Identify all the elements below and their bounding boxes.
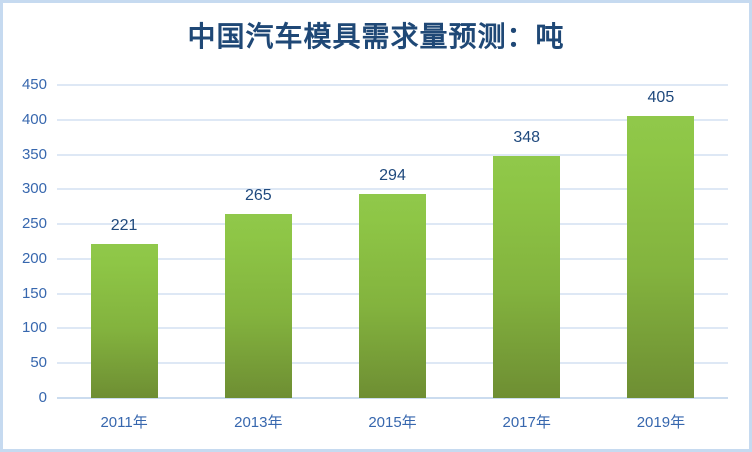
bar-2019: [627, 116, 695, 398]
chart-title: 中国汽车模具需求量预测：吨: [187, 22, 565, 53]
x-axis-line: [57, 397, 728, 399]
x-axis-label: 2015年: [368, 414, 417, 431]
gridline: [57, 84, 728, 86]
bar-value-label: 405: [647, 89, 675, 107]
y-tick-label: 400: [21, 110, 47, 128]
x-axis-label: 2013年: [234, 414, 283, 431]
plot-area: 0 50 100 150 200 250 300 350 400 450 221 2011年 265 20…: [3, 3, 749, 449]
y-tick-label: 200: [21, 249, 47, 267]
gridline: [57, 118, 728, 121]
x-axis-label: 2019年: [636, 414, 686, 431]
gridline: [57, 153, 728, 156]
bar-2017: [493, 155, 561, 398]
y-tick-label: 150: [21, 284, 47, 302]
bar-2011: [90, 244, 158, 398]
bar-2015: [359, 193, 426, 398]
x-axis-label: 2017年: [502, 414, 551, 431]
y-tick-label: 100: [21, 319, 47, 337]
y-tick-label: 0: [38, 389, 47, 406]
bar-value-label: 348: [513, 128, 541, 146]
bar-value-label: 221: [110, 217, 138, 235]
bar-2013: [224, 213, 292, 398]
bar-value-label: 294: [379, 166, 406, 184]
x-axis-label: 2011年: [100, 414, 148, 431]
y-tick-label: 250: [21, 215, 47, 233]
gridline: [57, 188, 728, 191]
y-tick-label: 50: [30, 354, 47, 372]
y-tick-label: 300: [21, 180, 47, 198]
y-tick-label: 450: [21, 76, 47, 93]
bar-value-label: 265: [244, 186, 272, 204]
y-tick-label: 350: [21, 145, 47, 163]
